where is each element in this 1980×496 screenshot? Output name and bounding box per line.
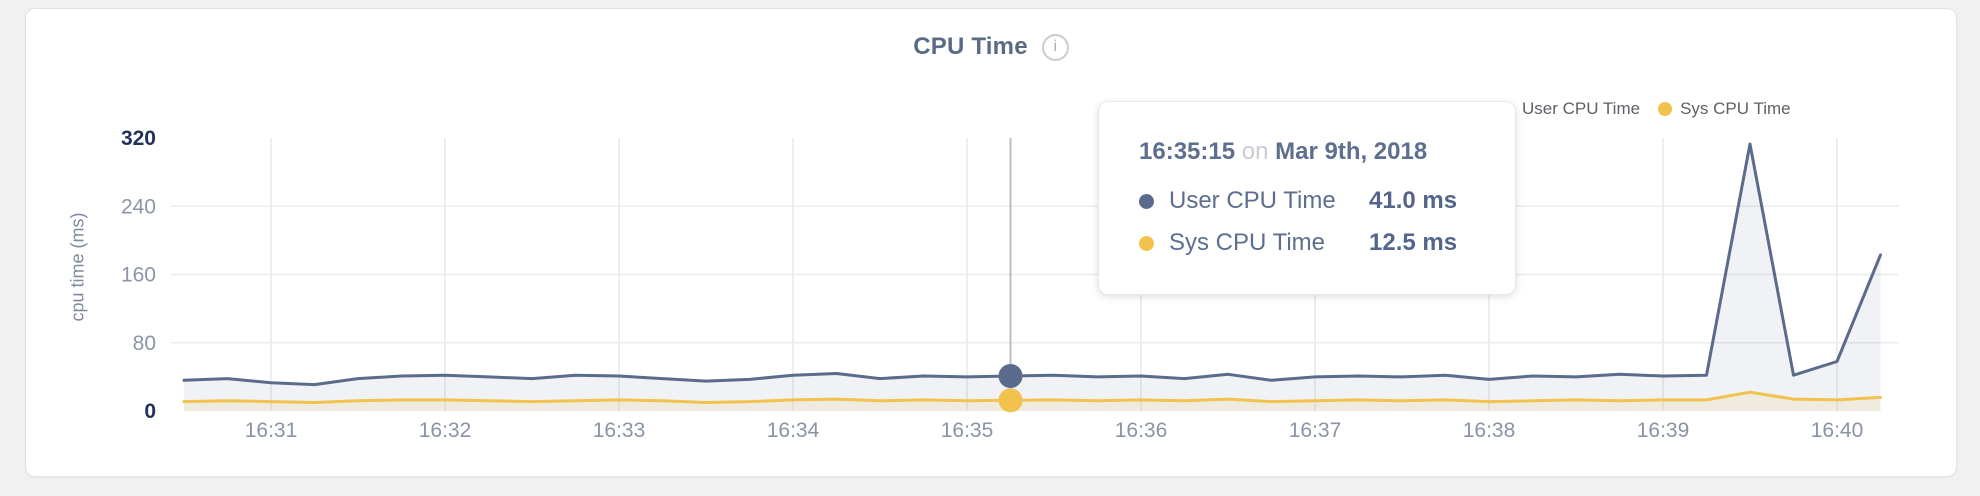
tooltip-connector: on [1241,138,1269,165]
x-tick-label: 16:32 [419,419,472,442]
tooltip-row-sys: Sys CPU Time 12.5 ms [1139,222,1475,264]
x-tick-label: 16:31 [245,419,298,442]
legend: User CPU Time Sys CPU Time [1500,99,1791,119]
tooltip-user-label: User CPU Time [1169,187,1336,214]
x-tick-label: 16:33 [593,419,646,442]
x-tick-label: 16:37 [1289,419,1342,442]
y-axis-title: cpu time (ms) [67,212,88,322]
tooltip-timestamp: 16:35:15 on Mar 9th, 2018 [1139,138,1475,166]
hover-marker-sys [998,388,1023,413]
chart-header: CPU Time i [26,33,1956,61]
series-area-0 [184,144,1881,411]
y-tick-label: 0 [144,400,156,423]
tooltip-user-dot-icon [1139,193,1154,209]
chart-plot-area[interactable]: 16:31 16:32 16:33 16:34 16:35 16:36 16:37 16:38… [26,9,1958,478]
tooltip-sys-label: Sys CPU Time [1169,229,1326,256]
tooltip-sys-dot-icon [1139,235,1154,251]
legend-item-user-cpu-time[interactable]: User CPU Time [1500,99,1640,119]
chart-tooltip: 16:35:15 on Mar 9th, 2018 User CPU Time … [1098,101,1516,295]
x-tick-label: 16:40 [1811,419,1864,442]
chart-title: CPU Time [913,33,1028,60]
tooltip-user-value: 41.0 ms [1369,187,1458,214]
y-tick-label: 240 [121,195,156,218]
hover-marker-user [998,364,1023,389]
y-tick-label: 320 [121,127,156,150]
y-tick-label: 160 [121,264,156,287]
legend-sys-dot-icon [1658,102,1673,116]
x-tick-label: 16:35 [941,419,994,442]
tooltip-time: 16:35:15 [1139,138,1236,165]
legend-label-user: User CPU Time [1522,99,1641,118]
x-tick-label: 16:39 [1637,419,1690,442]
x-tick-label: 16:34 [767,419,820,442]
series-line-0 [182,142,1882,387]
tooltip-date: Mar 9th, 2018 [1275,138,1428,165]
series-line-1 [182,390,1882,404]
info-icon[interactable]: i [1041,33,1069,61]
x-tick-label: 16:38 [1463,419,1516,442]
legend-item-sys-cpu-time[interactable]: Sys CPU Time [1658,99,1791,119]
tooltip-sys-value: 12.5 ms [1369,229,1458,256]
x-tick-label: 16:36 [1115,419,1168,442]
y-tick-label: 80 [133,332,156,355]
chart-card: CPU Time i cpu time (ms) 16:31 16:32 16:33… [25,8,1957,477]
legend-label-sys: Sys CPU Time [1680,99,1791,118]
tooltip-row-user: User CPU Time 41.0 ms [1139,180,1475,222]
